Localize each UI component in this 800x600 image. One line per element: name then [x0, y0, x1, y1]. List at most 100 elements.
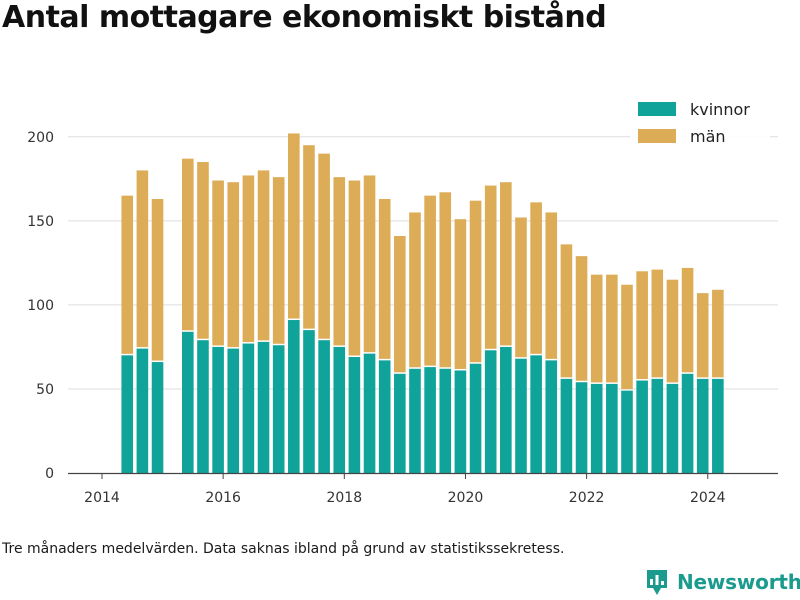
bar-man[interactable]	[454, 219, 467, 369]
bar-man[interactable]	[242, 175, 255, 343]
bar-man[interactable]	[636, 271, 648, 380]
bar-man[interactable]	[333, 177, 346, 346]
bar-man[interactable]	[272, 177, 285, 344]
bar-man[interactable]	[651, 269, 664, 378]
bar-man[interactable]	[515, 217, 527, 358]
bar-kvinnor[interactable]	[666, 383, 679, 473]
bar-man[interactable]	[378, 199, 391, 359]
bar-kvinnor[interactable]	[590, 383, 603, 473]
bar-kvinnor[interactable]	[469, 363, 482, 473]
bar-kvinnor[interactable]	[530, 355, 542, 473]
x-tick-label: 2018	[326, 490, 362, 506]
bar-man[interactable]	[424, 195, 436, 366]
bar-man[interactable]	[151, 199, 164, 361]
bar-man[interactable]	[394, 235, 406, 373]
bar-kvinnor[interactable]	[606, 383, 618, 473]
bar-man[interactable]	[363, 175, 376, 353]
brand[interactable]: Newsworthy	[645, 568, 800, 596]
bar-kvinnor[interactable]	[318, 340, 330, 473]
bar-man[interactable]	[560, 244, 573, 378]
bar-kvinnor[interactable]	[651, 378, 664, 473]
legend-label[interactable]: män	[690, 127, 726, 146]
bar-man[interactable]	[439, 192, 452, 368]
bar-man[interactable]	[227, 182, 240, 348]
bar-kvinnor[interactable]	[378, 360, 391, 473]
bar-man[interactable]	[545, 212, 558, 359]
bar-man[interactable]	[348, 180, 361, 356]
bar-kvinnor[interactable]	[348, 357, 361, 473]
legend: kvinnor män	[630, 94, 770, 152]
bar-kvinnor[interactable]	[575, 382, 588, 473]
bar-kvinnor[interactable]	[303, 330, 315, 473]
y-tick-label: 200	[27, 130, 54, 146]
bar-man[interactable]	[288, 133, 300, 319]
bar-kvinnor[interactable]	[484, 350, 497, 473]
bar-kvinnor[interactable]	[636, 380, 648, 473]
bar-man[interactable]	[318, 153, 330, 339]
bar-kvinnor[interactable]	[288, 320, 300, 473]
bar-kvinnor[interactable]	[515, 358, 527, 473]
x-tick-label: 2022	[569, 490, 605, 506]
bar-man[interactable]	[136, 170, 149, 348]
bar-man[interactable]	[182, 158, 194, 331]
legend-swatch[interactable]	[638, 129, 676, 143]
bar-chart-logo-icon	[647, 570, 667, 595]
y-tick-label: 50	[36, 382, 54, 398]
bar-kvinnor[interactable]	[500, 346, 512, 473]
bar-man[interactable]	[409, 212, 421, 368]
x-tick-label: 2014	[84, 490, 120, 506]
bar-kvinnor[interactable]	[136, 348, 149, 473]
bar-kvinnor[interactable]	[257, 341, 270, 473]
bar-kvinnor[interactable]	[409, 368, 421, 473]
bar-kvinnor[interactable]	[394, 373, 406, 473]
y-tick-label: 150	[27, 214, 54, 230]
x-tick-label: 2020	[448, 490, 484, 506]
bar-man[interactable]	[696, 293, 709, 378]
bar-kvinnor[interactable]	[424, 367, 436, 473]
bar-man[interactable]	[121, 195, 134, 354]
bar-man[interactable]	[575, 256, 588, 381]
bar-man[interactable]	[530, 202, 542, 354]
bar-man[interactable]	[257, 170, 270, 341]
bar-kvinnor[interactable]	[182, 331, 194, 473]
bar-kvinnor[interactable]	[560, 378, 573, 473]
y-tick-label: 0	[45, 466, 54, 482]
bar-man[interactable]	[469, 200, 482, 363]
bar-man[interactable]	[590, 274, 603, 383]
bar-kvinnor[interactable]	[121, 355, 134, 473]
bar-man[interactable]	[212, 180, 224, 346]
x-tick-label: 2016	[205, 490, 241, 506]
bar-man[interactable]	[621, 284, 633, 390]
bar-kvinnor[interactable]	[197, 340, 209, 473]
bar-man[interactable]	[666, 279, 679, 383]
bar-man[interactable]	[712, 289, 724, 378]
bar-kvinnor[interactable]	[151, 362, 164, 473]
bar-kvinnor[interactable]	[454, 370, 467, 473]
legend-label[interactable]: kvinnor	[690, 100, 750, 119]
bar-man[interactable]	[303, 145, 315, 329]
bar-man[interactable]	[606, 274, 618, 383]
footnote: Tre månaders medelvärden. Data saknas ib…	[2, 541, 565, 557]
bar-kvinnor[interactable]	[681, 373, 694, 473]
bar-kvinnor[interactable]	[272, 345, 285, 473]
bar-man[interactable]	[197, 162, 209, 339]
bar-kvinnor[interactable]	[333, 346, 346, 473]
bar-kvinnor[interactable]	[363, 353, 376, 473]
bar-kvinnor[interactable]	[439, 368, 452, 473]
x-tick-label: 2024	[690, 490, 726, 506]
bar-kvinnor[interactable]	[227, 348, 240, 473]
bar-man[interactable]	[484, 185, 497, 349]
bar-kvinnor[interactable]	[545, 360, 558, 473]
bar-man[interactable]	[681, 267, 694, 373]
bar-man[interactable]	[500, 182, 512, 346]
chart-title: Antal mottagare ekonomiskt bistånd	[2, 0, 607, 35]
bar-kvinnor[interactable]	[212, 346, 224, 473]
bar-kvinnor[interactable]	[242, 343, 255, 473]
bar-kvinnor[interactable]	[696, 378, 709, 473]
bar-kvinnor[interactable]	[712, 378, 724, 473]
legend-swatch[interactable]	[638, 102, 676, 116]
brand-name: Newsworthy	[677, 570, 800, 594]
y-tick-label: 100	[27, 298, 54, 314]
bar-kvinnor[interactable]	[621, 390, 633, 473]
